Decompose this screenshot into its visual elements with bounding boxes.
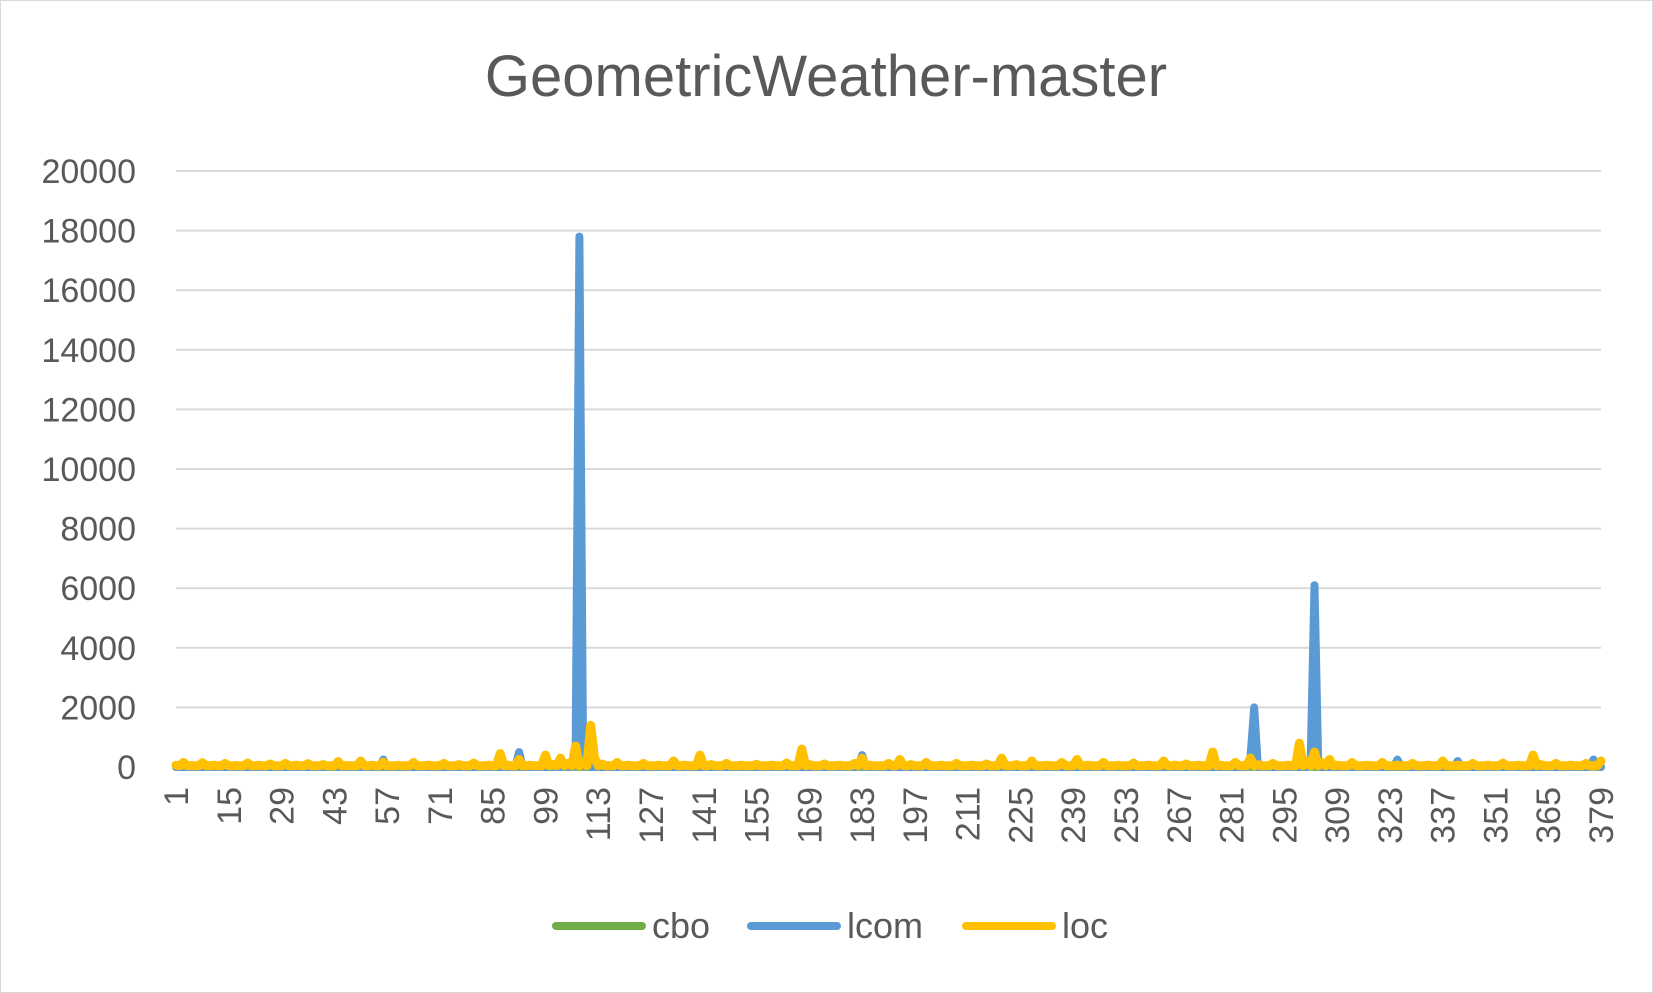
series-lines [171, 232, 1606, 771]
x-tick-label: 29 [264, 787, 302, 825]
y-tick-label: 2000 [60, 689, 136, 727]
x-tick-label: 253 [1108, 787, 1146, 844]
y-tick-label: 0 [117, 749, 136, 787]
x-tick-label: 71 [422, 787, 460, 825]
x-tick-label: 183 [844, 787, 882, 844]
x-tick-label: 211 [950, 787, 988, 841]
y-axis-tick-labels: 0 2000 4000 6000 8000 10000 12000 14000 16000 180… [41, 153, 136, 787]
x-tick-label: 43 [316, 787, 354, 825]
legend: cbo lcom loc [552, 905, 1108, 946]
x-tick-label: 197 [897, 787, 935, 844]
x-tick-label: 15 [211, 787, 249, 825]
x-tick-label: 295 [1266, 787, 1304, 844]
legend-label-cbo: cbo [652, 905, 710, 946]
x-axis-tick-labels: 1 15 29 43 57 71 85 99 113 127 141 155 169 183 197 211 2… [158, 787, 1621, 844]
x-tick-label: 1 [158, 787, 196, 806]
y-tick-label: 20000 [41, 153, 136, 191]
x-tick-label: 309 [1319, 787, 1357, 844]
y-tick-label: 18000 [41, 213, 136, 251]
x-tick-label: 379 [1583, 787, 1621, 844]
x-tick-label: 337 [1425, 787, 1463, 844]
x-tick-label: 323 [1372, 787, 1410, 844]
x-tick-label: 85 [475, 787, 513, 825]
x-tick-label: 99 [527, 787, 565, 825]
x-tick-label: 155 [739, 787, 777, 844]
x-tick-label: 351 [1477, 787, 1515, 844]
y-tick-label: 4000 [60, 630, 136, 668]
x-tick-label: 365 [1530, 787, 1568, 844]
gridlines [176, 170, 1601, 768]
y-tick-label: 6000 [60, 570, 136, 608]
y-tick-label: 8000 [60, 511, 136, 549]
x-tick-label: 281 [1214, 787, 1252, 844]
y-tick-label: 10000 [41, 451, 136, 489]
legend-label-lcom: lcom [847, 905, 923, 946]
y-tick-label: 12000 [41, 391, 136, 429]
x-tick-label: 169 [791, 787, 829, 844]
series-line-lcom [172, 232, 1605, 771]
x-tick-label: 57 [369, 787, 407, 825]
x-tick-label: 127 [633, 787, 671, 844]
chart-title: GeometricWeather-master [485, 44, 1167, 109]
y-tick-label: 14000 [41, 332, 136, 370]
series-line-loc [171, 720, 1606, 771]
x-tick-label: 239 [1055, 787, 1093, 844]
x-tick-label: 141 [686, 787, 724, 844]
x-tick-label: 267 [1161, 787, 1199, 844]
y-tick-label: 16000 [41, 272, 136, 310]
legend-label-loc: loc [1062, 905, 1108, 946]
x-tick-label: 225 [1002, 787, 1040, 844]
x-tick-label: 113 [580, 787, 618, 841]
